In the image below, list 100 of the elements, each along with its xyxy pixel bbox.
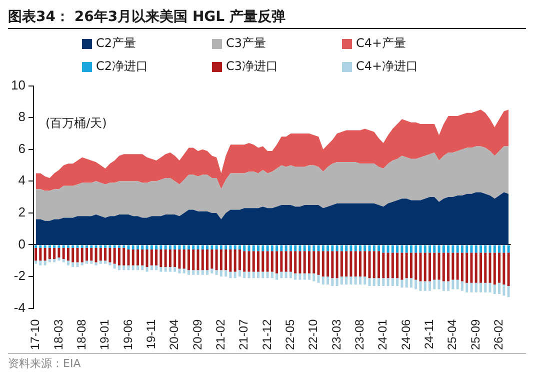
bar xyxy=(396,278,399,286)
legend-label: C3产量 xyxy=(226,35,266,52)
bar xyxy=(141,250,144,266)
bar xyxy=(94,248,98,262)
bar xyxy=(224,250,228,270)
bar xyxy=(414,252,418,280)
bar xyxy=(276,273,278,280)
bar xyxy=(238,250,241,270)
x-tick-label: 24-11 xyxy=(422,318,436,350)
y-tick-label: -4 xyxy=(14,300,26,315)
bar xyxy=(44,248,46,261)
x-tick-label: 24-06 xyxy=(398,318,413,350)
bar xyxy=(391,245,394,253)
bar xyxy=(118,245,120,248)
bar xyxy=(62,245,65,248)
bar xyxy=(234,272,236,278)
bar xyxy=(368,251,371,278)
bar xyxy=(447,245,450,253)
x-tick-label: 22-05 xyxy=(283,318,298,350)
bar xyxy=(294,245,297,252)
x-tick-label: 21-07 xyxy=(236,318,251,350)
bar xyxy=(345,276,348,284)
bar xyxy=(322,251,324,277)
bar xyxy=(502,284,506,296)
bar xyxy=(182,268,186,274)
bar xyxy=(206,245,209,250)
bar xyxy=(405,278,408,288)
bar xyxy=(182,245,186,250)
bar xyxy=(326,251,330,277)
bar xyxy=(201,250,204,270)
bar xyxy=(331,245,334,252)
bar xyxy=(164,245,167,250)
bar xyxy=(378,245,380,252)
bar xyxy=(470,252,473,283)
bar xyxy=(229,250,232,272)
bar xyxy=(354,245,357,252)
bar xyxy=(257,272,260,278)
bar xyxy=(466,245,468,253)
bar xyxy=(414,245,418,253)
bar xyxy=(168,266,172,272)
bar xyxy=(122,248,126,266)
bar xyxy=(178,268,181,274)
bar xyxy=(350,276,352,284)
bar xyxy=(410,252,412,278)
legend-label: C4+产量 xyxy=(356,35,406,52)
legend-label: C2产量 xyxy=(96,35,136,52)
bar xyxy=(470,282,473,292)
bar xyxy=(127,245,130,250)
bar xyxy=(234,250,236,272)
bar xyxy=(53,248,56,260)
bar xyxy=(132,265,134,270)
bar xyxy=(350,245,352,252)
bar xyxy=(317,245,320,252)
bar xyxy=(372,278,376,286)
bar xyxy=(262,245,264,252)
bar xyxy=(234,245,236,250)
bar xyxy=(358,276,362,284)
bar xyxy=(104,260,107,264)
bar xyxy=(118,265,120,270)
bar xyxy=(266,245,269,252)
bar xyxy=(132,250,134,266)
bar xyxy=(39,245,42,248)
bar xyxy=(368,245,371,252)
bar xyxy=(187,270,190,275)
bar xyxy=(488,252,492,283)
bar xyxy=(400,252,404,280)
bar xyxy=(350,251,352,277)
bar xyxy=(215,250,218,270)
bar xyxy=(58,248,60,258)
bar xyxy=(298,245,302,252)
bar xyxy=(62,259,65,262)
bar xyxy=(99,245,102,248)
bar xyxy=(378,278,380,286)
bar xyxy=(229,272,232,278)
bar xyxy=(345,251,348,277)
bar xyxy=(90,245,93,248)
bar xyxy=(280,251,283,272)
bar xyxy=(76,262,79,267)
bar xyxy=(118,248,120,266)
bar xyxy=(252,272,255,278)
bar xyxy=(39,260,42,266)
bar xyxy=(108,245,112,248)
bar xyxy=(243,272,246,278)
x-tick-label: 19-11 xyxy=(144,318,158,350)
bar xyxy=(428,281,432,291)
bar xyxy=(493,252,496,284)
legend-label: C3净进口 xyxy=(226,58,278,75)
bar xyxy=(215,245,218,250)
bar xyxy=(284,245,288,252)
bar xyxy=(280,272,283,278)
bar xyxy=(58,257,60,261)
bar xyxy=(66,245,70,248)
bar xyxy=(257,251,260,272)
bar xyxy=(479,282,482,292)
bar xyxy=(433,280,436,290)
bar xyxy=(72,262,74,267)
bar xyxy=(146,250,148,267)
x-tick-label: 20-04 xyxy=(167,318,182,350)
bar xyxy=(66,248,70,261)
bar xyxy=(317,251,320,275)
